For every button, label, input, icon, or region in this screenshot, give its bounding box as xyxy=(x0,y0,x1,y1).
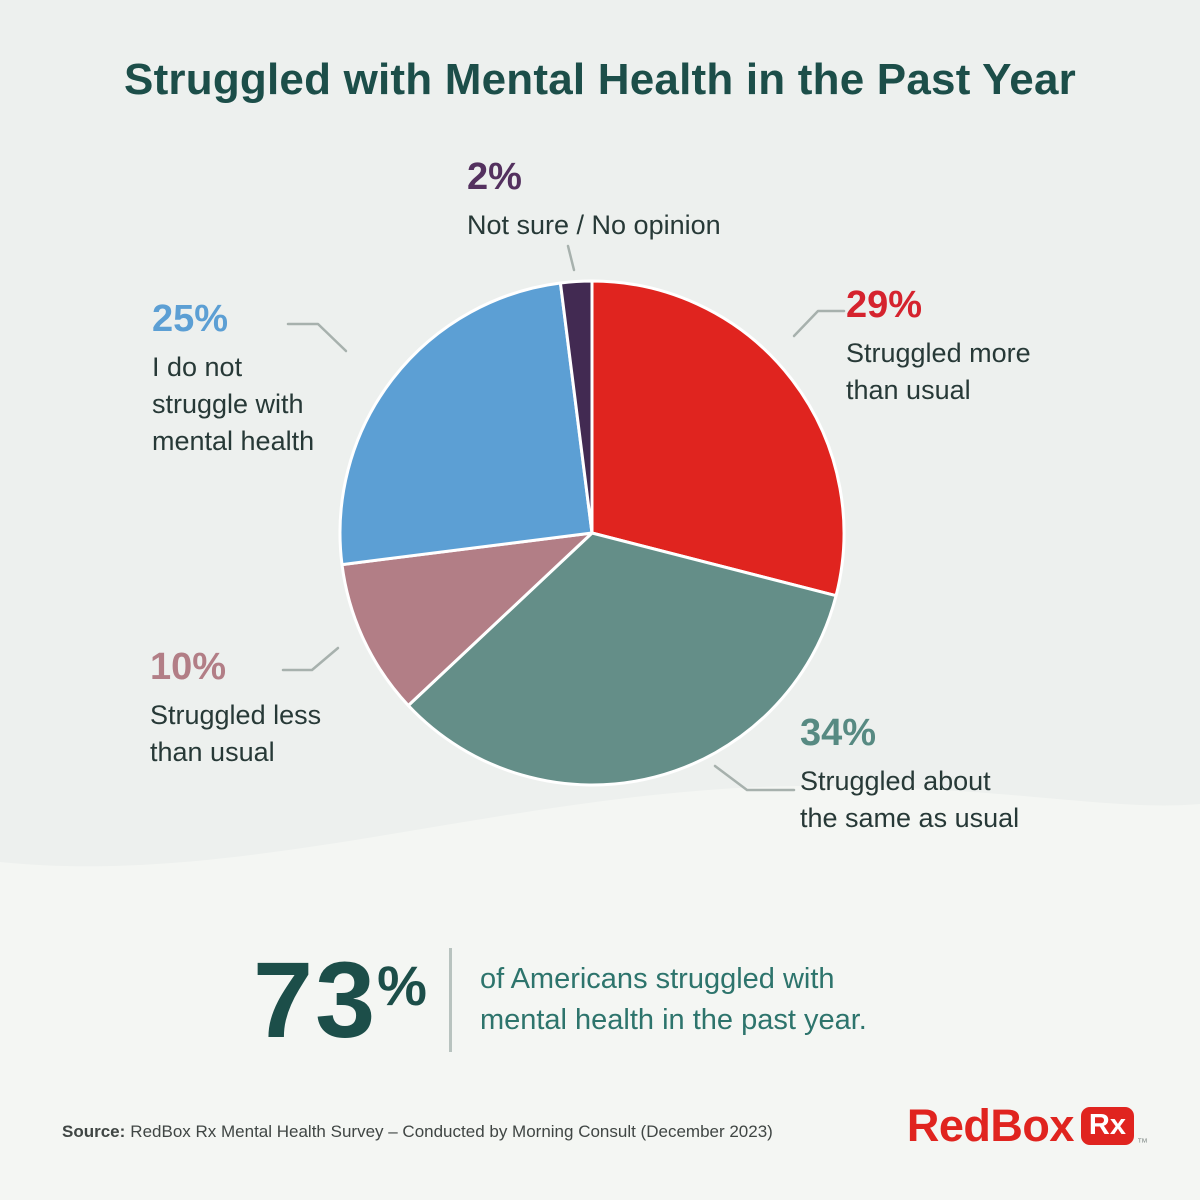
pie-slice-34pct xyxy=(406,531,838,787)
callout-same: 34% Struggled about the same as usual xyxy=(800,714,1019,837)
pie-svg xyxy=(338,279,846,787)
callout-less-desc: Struggled less than usual xyxy=(150,700,322,767)
summary-stat-number: 73 xyxy=(253,938,378,1060)
source-text: RedBox Rx Mental Health Survey – Conduct… xyxy=(130,1122,773,1141)
callout-more-desc: Struggled more than usual xyxy=(846,338,1031,405)
pie-slice-10pct xyxy=(340,531,594,708)
summary-stat-percent: % xyxy=(377,953,427,1017)
summary-stat: 73 % xyxy=(253,938,427,1060)
callout-less: 10% Struggled less than usual xyxy=(150,648,321,771)
logo-trademark-icon: ™ xyxy=(1137,1137,1148,1149)
redbox-logo: RedBox Rx ™ xyxy=(907,1100,1148,1152)
callout-not-sure-pct: 2% xyxy=(467,156,522,198)
callout-same-pct: 34% xyxy=(800,712,877,754)
callout-no-struggle: 25% I do not struggle with mental health xyxy=(152,300,314,460)
pie-slice-29pct xyxy=(590,279,846,598)
callout-not-sure: 2% Not sure / No opinion xyxy=(467,158,721,244)
pie-slice-2pct xyxy=(558,279,594,535)
callout-not-sure-desc: Not sure / No opinion xyxy=(467,210,721,240)
pie-slice-25pct xyxy=(338,281,594,567)
source-prefix: Source: xyxy=(62,1122,126,1141)
callout-no-struggle-desc: I do not struggle with mental health xyxy=(152,352,315,456)
summary-divider xyxy=(448,948,452,1052)
summary-text: of Americans struggled with mental healt… xyxy=(479,963,867,1036)
logo-wordmark: RedBox xyxy=(906,1100,1075,1151)
logo-rx-badge: Rx xyxy=(1080,1107,1134,1145)
pie-chart xyxy=(336,277,848,789)
source-line: Source: RedBox Rx Mental Health Survey – … xyxy=(62,1122,773,1142)
callout-same-desc: Struggled about the same as usual xyxy=(800,766,1020,833)
callout-no-struggle-pct: 25% xyxy=(152,298,229,340)
callout-more-pct: 29% xyxy=(846,284,923,326)
background-wave xyxy=(0,785,1200,1200)
callout-less-pct: 10% xyxy=(150,646,227,688)
chart-title: Struggled with Mental Health in the Past… xyxy=(124,55,1076,104)
leader-not-sure xyxy=(566,244,576,272)
callout-more: 29% Struggled more than usual xyxy=(846,286,1031,409)
summary: 73 % of Americans struggled with mental … xyxy=(253,938,867,1060)
